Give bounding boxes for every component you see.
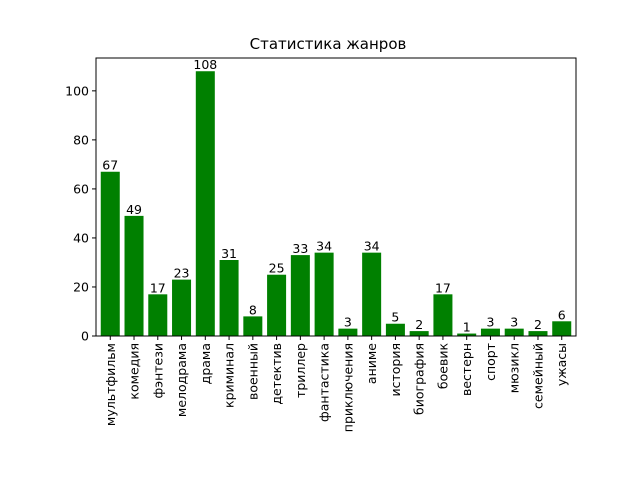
- bar-18: [528, 331, 548, 336]
- x-tick-label-15: вестерн: [459, 343, 474, 396]
- value-label-16: 3: [486, 315, 494, 330]
- y-tick-label-3: 60: [73, 181, 89, 196]
- x-tick-label-2: фэнтези: [150, 343, 165, 398]
- bar-0: [100, 171, 120, 336]
- bar-10: [338, 328, 358, 336]
- value-label-0: 67: [102, 158, 118, 173]
- x-tick-label-14: боевик: [435, 343, 450, 390]
- value-label-17: 3: [510, 315, 518, 330]
- bars-group: [100, 71, 572, 336]
- value-label-1: 49: [126, 202, 142, 217]
- value-label-10: 3: [344, 315, 352, 330]
- value-label-13: 2: [415, 317, 423, 332]
- x-tick-label-10: приключения: [340, 343, 355, 432]
- y-tick-label-4: 80: [73, 132, 89, 147]
- value-label-3: 23: [174, 266, 190, 281]
- x-tick-label-11: аниме: [364, 343, 379, 384]
- x-tick-label-13: биография: [412, 343, 427, 415]
- y-axis: 0 20 40 60 80 100: [65, 83, 96, 344]
- x-tick-label-8: триллер: [293, 343, 308, 398]
- y-tick-label-0: 0: [81, 329, 89, 344]
- bar-16: [480, 328, 500, 336]
- value-label-12: 5: [391, 310, 399, 325]
- x-tick-label-1: комедия: [127, 343, 142, 400]
- bar-7: [267, 274, 287, 336]
- bar-8: [290, 255, 310, 336]
- plot-frame: [95, 57, 577, 337]
- bar-2: [148, 294, 168, 336]
- value-label-9: 34: [316, 239, 332, 254]
- bar-12: [385, 323, 405, 336]
- value-label-19: 6: [558, 307, 566, 322]
- bar-15: [457, 333, 477, 336]
- value-label-4: 108: [193, 57, 217, 72]
- bar-1: [124, 215, 144, 336]
- x-tick-label-12: история: [388, 343, 403, 397]
- value-label-14: 17: [435, 280, 451, 295]
- value-label-7: 25: [269, 261, 285, 276]
- value-label-15: 1: [463, 320, 471, 335]
- bar-14: [433, 294, 453, 336]
- bar-4: [195, 71, 215, 336]
- x-tick-label-6: военный: [245, 343, 260, 400]
- bar-6: [243, 316, 263, 336]
- bar-9: [314, 252, 334, 336]
- x-tick-label-18: семейный: [530, 343, 545, 409]
- x-tick-label-3: мелодрама: [174, 343, 189, 417]
- x-tick-label-5: криминал: [222, 343, 237, 408]
- x-axis: мультфильм комедия фэнтези мелодрама драма кр…: [103, 336, 569, 432]
- y-tick-label-1: 20: [73, 279, 89, 294]
- bar-17: [504, 328, 524, 336]
- value-label-6: 8: [249, 302, 257, 317]
- value-label-18: 2: [534, 317, 542, 332]
- bar-3: [172, 279, 192, 336]
- value-label-5: 31: [221, 246, 237, 261]
- x-tick-label-4: драма: [198, 343, 213, 384]
- bar-19: [552, 321, 572, 336]
- x-tick-label-7: детектив: [269, 343, 284, 405]
- x-tick-label-16: спорт: [483, 343, 498, 381]
- y-tick-label-2: 40: [73, 230, 89, 245]
- y-tick-label-5: 100: [65, 83, 89, 98]
- x-tick-label-19: ужасы: [554, 343, 569, 386]
- bar-5: [219, 260, 239, 336]
- value-label-2: 17: [150, 280, 166, 295]
- chart-title: Статистика жанров: [250, 35, 407, 53]
- bar-13: [409, 331, 429, 336]
- value-label-8: 33: [292, 241, 308, 256]
- bar-11: [362, 252, 382, 336]
- x-tick-label-17: мюзикл: [507, 343, 522, 393]
- x-tick-label-0: мультфильм: [103, 343, 118, 426]
- x-tick-label-9: фантастика: [317, 343, 332, 422]
- value-label-11: 34: [364, 239, 380, 254]
